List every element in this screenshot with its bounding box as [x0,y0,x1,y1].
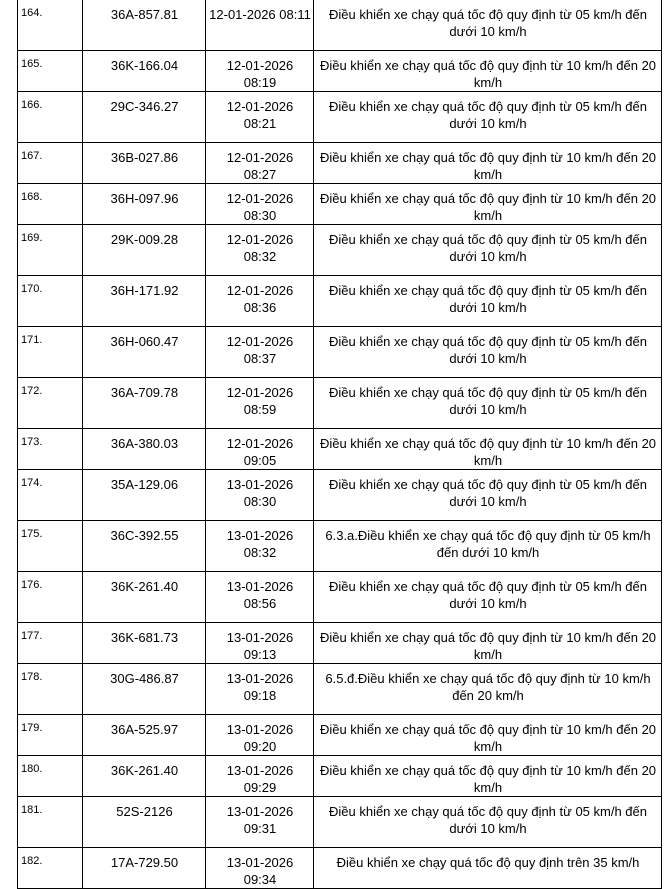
row-number: 164. [17,0,83,51]
license-plate: 36K-261.40 [82,755,206,797]
violation-description: Điều khiển xe chạy quá tốc độ quy định t… [313,142,662,184]
license-plate: 36K-166.04 [82,50,206,92]
violations-table: 164. 36A-857.81 12-01-2026 08:11 Điều khiển… [17,0,662,889]
license-plate: 36A-709.78 [82,377,206,429]
license-plate: 36A-380.03 [82,428,206,470]
violation-time: 13-01-2026 09:13 [205,622,314,664]
violation-description: Điều khiển xe chạy quá tốc độ quy định t… [313,275,662,327]
row-number: 170. [17,275,83,327]
table-row: 176. 36K-261.40 13-01-2026 08:56 Điều khiển… [17,571,662,623]
table-row: 180. 36K-261.40 13-01-2026 09:29 Điều khiển… [17,755,662,797]
row-number: 181. [17,796,83,848]
row-number: 173. [17,428,83,470]
license-plate: 36B-027.86 [82,142,206,184]
table-row: 179. 36A-525.97 13-01-2026 09:20 Điều khiển… [17,714,662,756]
table-row: 164. 36A-857.81 12-01-2026 08:11 Điều khiển… [17,0,662,51]
table-row: 166. 29C-346.27 12-01-2026 08:21 Điều khiển… [17,91,662,143]
violation-time: 13-01-2026 09:31 [205,796,314,848]
license-plate: 30G-486.87 [82,663,206,715]
license-plate: 36H-097.96 [82,183,206,225]
violation-time: 12-01-2026 08:27 [205,142,314,184]
violation-description: Điều khiển xe chạy quá tốc độ quy định t… [313,714,662,756]
license-plate: 17A-729.50 [82,847,206,889]
table-row: 170. 36H-171.92 12-01-2026 08:36 Điều khiển… [17,275,662,327]
table-row: 165. 36K-166.04 12-01-2026 08:19 Điều khiển… [17,50,662,92]
license-plate: 36C-392.55 [82,520,206,572]
violation-time: 12-01-2026 09:05 [205,428,314,470]
row-number: 165. [17,50,83,92]
violation-time: 12-01-2026 08:19 [205,50,314,92]
row-number: 176. [17,571,83,623]
violation-description: Điều khiển xe chạy quá tốc độ quy định t… [313,326,662,378]
violation-time: 13-01-2026 08:30 [205,469,314,521]
violation-description: Điều khiển xe chạy quá tốc độ quy định t… [313,622,662,664]
license-plate: 36H-171.92 [82,275,206,327]
violation-time: 12-01-2026 08:59 [205,377,314,429]
license-plate: 36K-681.73 [82,622,206,664]
license-plate: 29K-009.28 [82,224,206,276]
violation-description: 6.5.đ.Điều khiển xe chạy quá tốc độ quy … [313,663,662,715]
license-plate: 35A-129.06 [82,469,206,521]
violation-time: 12-01-2026 08:32 [205,224,314,276]
row-number: 180. [17,755,83,797]
row-number: 169. [17,224,83,276]
license-plate: 52S-2126 [82,796,206,848]
row-number: 167. [17,142,83,184]
violation-description: Điều khiển xe chạy quá tốc độ quy định t… [313,428,662,470]
violation-time: 13-01-2026 09:20 [205,714,314,756]
table-row: 175. 36C-392.55 13-01-2026 08:32 6.3.a.Điều… [17,520,662,572]
violation-description: Điều khiển xe chạy quá tốc độ quy định t… [313,571,662,623]
violation-time: 12-01-2026 08:21 [205,91,314,143]
row-number: 182. [17,847,83,889]
violation-description: Điều khiển xe chạy quá tốc độ quy định t… [313,796,662,848]
row-number: 175. [17,520,83,572]
row-number: 178. [17,663,83,715]
violation-time: 13-01-2026 08:32 [205,520,314,572]
row-number: 174. [17,469,83,521]
violation-time: 12-01-2026 08:37 [205,326,314,378]
row-number: 168. [17,183,83,225]
violations-table-body: 164. 36A-857.81 12-01-2026 08:11 Điều khiển… [17,0,662,889]
table-row: 169. 29K-009.28 12-01-2026 08:32 Điều khiển… [17,224,662,276]
table-row: 178. 30G-486.87 13-01-2026 09:18 6.5.đ.Điều… [17,663,662,715]
row-number: 177. [17,622,83,664]
violation-description: Điều khiển xe chạy quá tốc độ quy định t… [313,183,662,225]
license-plate: 36A-525.97 [82,714,206,756]
license-plate: 36H-060.47 [82,326,206,378]
license-plate: 36A-857.81 [82,0,206,51]
violation-description: Điều khiển xe chạy quá tốc độ quy định t… [313,91,662,143]
table-row: 173. 36A-380.03 12-01-2026 09:05 Điều khiển… [17,428,662,470]
row-number: 171. [17,326,83,378]
violation-description: Điều khiển xe chạy quá tốc độ quy định t… [313,377,662,429]
violation-time: 13-01-2026 09:29 [205,755,314,797]
violation-description: 6.3.a.Điều khiển xe chạy quá tốc độ quy … [313,520,662,572]
license-plate: 29C-346.27 [82,91,206,143]
table-row: 167. 36B-027.86 12-01-2026 08:27 Điều khiển… [17,142,662,184]
violation-time: 12-01-2026 08:36 [205,275,314,327]
table-row: 168. 36H-097.96 12-01-2026 08:30 Điều khiển… [17,183,662,225]
violation-time: 13-01-2026 09:18 [205,663,314,715]
violation-description: Điều khiển xe chạy quá tốc độ quy định t… [313,50,662,92]
violation-time: 13-01-2026 09:34 [205,847,314,889]
table-row: 181. 52S-2126 13-01-2026 09:31 Điều khiển x… [17,796,662,848]
violation-description: Điều khiển xe chạy quá tốc độ quy định t… [313,847,662,889]
table-row: 174. 35A-129.06 13-01-2026 08:30 Điều khiển… [17,469,662,521]
violation-time: 12-01-2026 08:11 [205,0,314,51]
table-row: 182. 17A-729.50 13-01-2026 09:34 Điều khiển… [17,847,662,889]
row-number: 179. [17,714,83,756]
row-number: 172. [17,377,83,429]
violation-description: Điều khiển xe chạy quá tốc độ quy định t… [313,469,662,521]
table-row: 172. 36A-709.78 12-01-2026 08:59 Điều khiển… [17,377,662,429]
violation-description: Điều khiển xe chạy quá tốc độ quy định t… [313,0,662,51]
table-row: 171. 36H-060.47 12-01-2026 08:37 Điều khiển… [17,326,662,378]
license-plate: 36K-261.40 [82,571,206,623]
row-number: 166. [17,91,83,143]
table-row: 177. 36K-681.73 13-01-2026 09:13 Điều khiển… [17,622,662,664]
violation-description: Điều khiển xe chạy quá tốc độ quy định t… [313,755,662,797]
violation-time: 13-01-2026 08:56 [205,571,314,623]
violation-description: Điều khiển xe chạy quá tốc độ quy định t… [313,224,662,276]
violation-time: 12-01-2026 08:30 [205,183,314,225]
